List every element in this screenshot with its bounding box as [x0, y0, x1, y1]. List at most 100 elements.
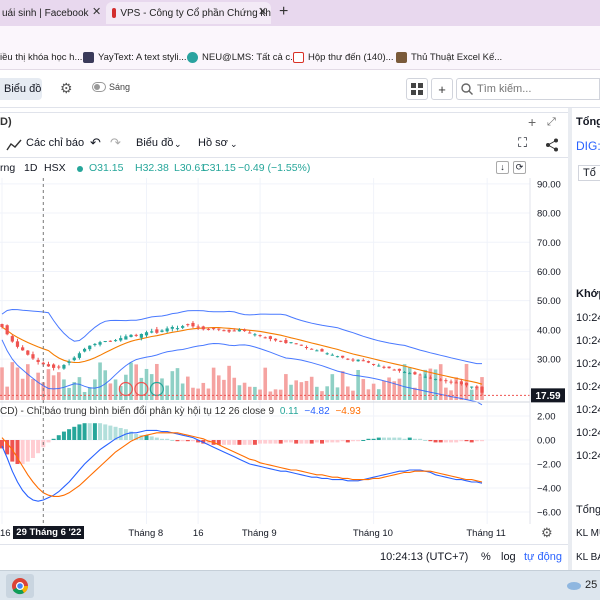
candle-body	[377, 365, 381, 367]
price-chart[interactable]: 90.00 80.00 70.00 60.00 50.00 40.00 30.00 2.00…	[0, 178, 568, 524]
histogram-bar	[356, 440, 361, 442]
volume-bar	[402, 364, 407, 400]
candle-body	[36, 359, 40, 363]
last-price-badge: 17.59	[531, 388, 565, 403]
volume-bar	[459, 384, 464, 400]
symbol-name: rng	[0, 162, 16, 174]
bookmark-item[interactable]: Thủ Thuật Excel Kế...	[396, 52, 502, 63]
price-tick-label: 70.00	[537, 238, 561, 249]
volume-bar	[268, 391, 273, 400]
last-price-label: 17.59	[535, 391, 560, 402]
histogram-bar	[180, 440, 185, 442]
price-tick-label: 40.00	[537, 325, 561, 336]
price-axis[interactable]: 90.00 80.00 70.00 60.00 50.00 40.00 30.00	[537, 179, 561, 365]
candle-body	[330, 354, 334, 356]
indicators-button[interactable]: Các chỉ báo	[26, 137, 85, 149]
histogram-bar	[77, 424, 82, 440]
theme-toggle[interactable]: Sáng	[92, 82, 130, 92]
volume-bar	[263, 367, 268, 400]
collapse-legend-icon[interactable]: ↓	[496, 161, 509, 174]
volume-bar	[289, 384, 293, 400]
trade-time: 10:24	[576, 381, 600, 393]
time-tick-label: Tháng 8	[128, 528, 164, 539]
settings-gear-icon[interactable]: ⚙	[60, 80, 73, 96]
search-box[interactable]	[456, 78, 600, 100]
panel-tab[interactable]: Tổ	[578, 165, 600, 181]
histogram-bar	[206, 440, 211, 444]
toggle-switch-icon	[92, 82, 106, 92]
search-icon	[461, 83, 473, 95]
volume-bar	[278, 389, 283, 400]
undo-icon[interactable]: ↶	[90, 135, 101, 150]
panel-symbol[interactable]: DIG:	[576, 139, 600, 153]
profile-button[interactable]: Hồ sơ	[198, 137, 228, 149]
chrome-taskbar-button[interactable]	[6, 574, 34, 598]
tab-chart[interactable]: Biểu đồ	[0, 78, 42, 100]
log-scale-button[interactable]: log	[501, 551, 516, 563]
close-tab-icon[interactable]: ✕	[258, 6, 268, 18]
volume-bar	[423, 369, 428, 400]
histogram-bar	[412, 438, 417, 440]
volume-bar	[464, 364, 469, 400]
candle-body	[139, 333, 143, 338]
candle-body	[351, 359, 355, 361]
candle-body	[165, 328, 169, 332]
time-axis[interactable]: 16 Tháng 8 16 Tháng 9 Tháng 10 Tháng 11 29 Thá…	[0, 524, 568, 542]
candle-body	[454, 382, 458, 384]
candle-body	[93, 343, 97, 346]
close-tab-icon[interactable]: ✕	[92, 6, 102, 18]
histogram-bar	[25, 440, 30, 462]
refresh-icon[interactable]: ⟳	[513, 161, 526, 174]
tab-title: uái sinh | Facebook	[2, 7, 89, 19]
chart-type-button[interactable]: Biểu đồ	[136, 137, 174, 149]
histogram-bar	[196, 440, 201, 443]
histogram-bar	[443, 440, 448, 443]
bookmark-item[interactable]: Hộp thư đến (140)...	[293, 52, 394, 63]
volume-bar	[15, 367, 20, 400]
add-widget-button[interactable]: +	[431, 78, 453, 100]
fullscreen-icon[interactable]: ⛶	[518, 135, 528, 150]
volume-bar	[180, 383, 185, 400]
auto-scale-button[interactable]: tự động	[524, 551, 562, 563]
chart-settings-gear-icon[interactable]: ⚙	[541, 525, 553, 540]
histogram-bar	[263, 440, 268, 444]
bookmark-item[interactable]: NEU@LMS: Tất cả c...	[187, 52, 298, 63]
buy-volume-label: KL MU	[576, 528, 600, 539]
add-icon[interactable]: +	[528, 114, 537, 130]
yaytext-icon	[83, 52, 94, 63]
redo-icon[interactable]: ↷	[110, 135, 121, 150]
volume-bar	[392, 381, 397, 400]
histogram-bar	[237, 440, 242, 445]
percent-scale-button[interactable]: %	[481, 551, 491, 563]
candle-body	[196, 326, 200, 328]
volume-bar	[196, 388, 200, 400]
histogram-bar	[320, 440, 324, 444]
bookmark-item[interactable]: iều thị khóa học h...	[0, 52, 82, 63]
bookmark-item[interactable]: YayText: A text styli...	[83, 52, 187, 63]
histogram-bar	[232, 440, 237, 445]
neu-icon	[187, 52, 198, 63]
browser-tab-vps[interactable]: VPS - Công ty Cổ phần Chứng kh	[106, 2, 271, 24]
price-tick-label: 90.00	[537, 179, 561, 190]
new-tab-icon[interactable]: +	[279, 3, 289, 20]
histogram-bar	[294, 440, 299, 444]
volume-bar	[397, 378, 402, 400]
browser-tab-facebook[interactable]: uái sinh | Facebook	[0, 2, 100, 24]
share-icon[interactable]	[545, 138, 559, 152]
weather-widget[interactable]: 25	[566, 579, 597, 591]
histogram-bar	[433, 440, 438, 443]
histogram-bar	[376, 437, 381, 440]
candle-body	[206, 328, 211, 330]
volume-bar	[299, 382, 304, 400]
expand-icon[interactable]: ⤢	[547, 116, 556, 128]
macd-axis[interactable]: 2.00 0.00 −2.00 −4.00 −6.00	[537, 412, 561, 519]
candle-body	[366, 361, 371, 363]
search-input[interactable]	[477, 83, 587, 95]
volume-bar	[175, 368, 180, 400]
trade-time: 10:24	[576, 358, 600, 370]
candle-body	[279, 340, 283, 342]
histogram-bar	[46, 440, 51, 443]
macd-tick-label: 0.00	[537, 436, 556, 447]
layout-grid-button[interactable]	[406, 78, 428, 100]
time-tick-label: 16	[0, 528, 11, 539]
